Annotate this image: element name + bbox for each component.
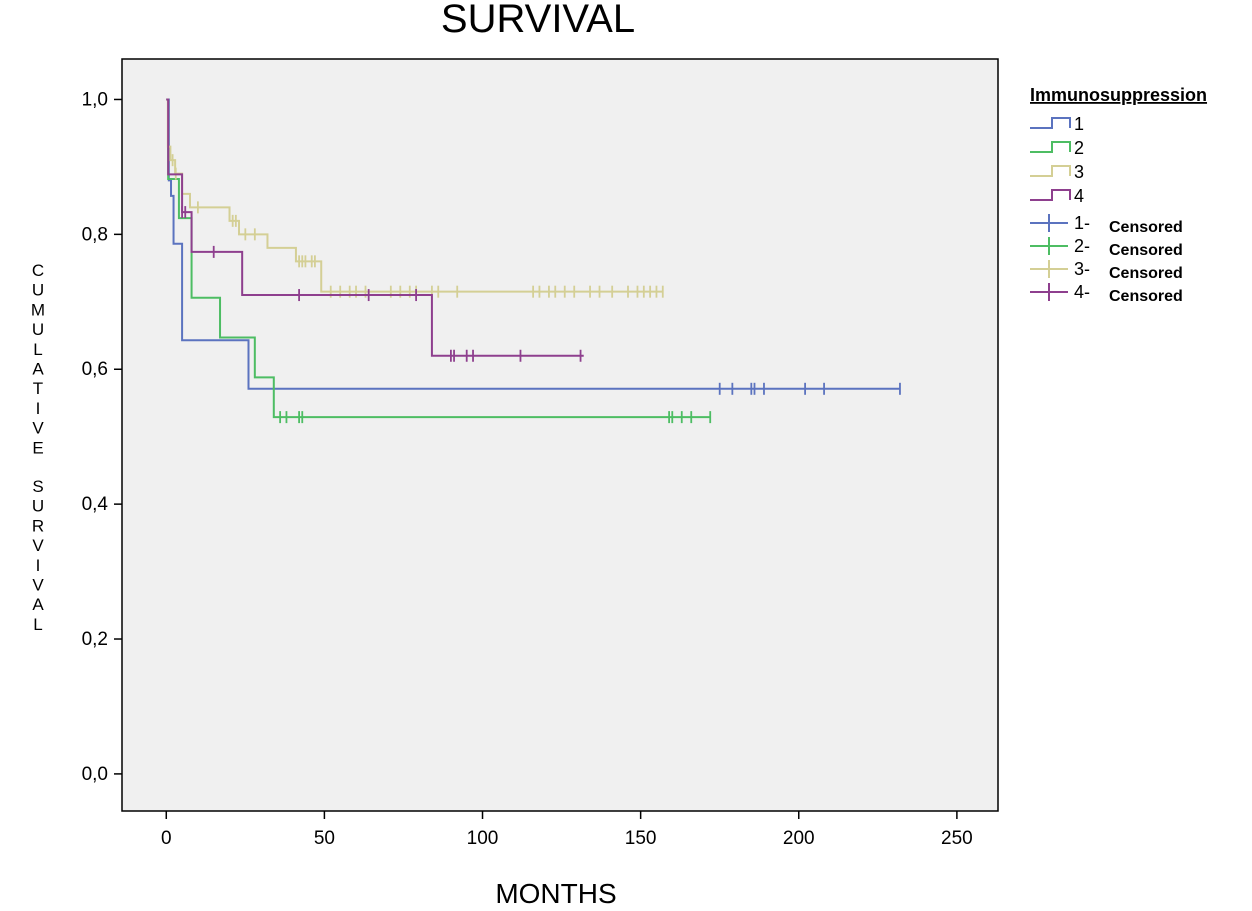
x-axis-label: MONTHS <box>495 878 616 909</box>
legend-line-2 <box>1030 141 1071 153</box>
y-tick-label: 0,8 <box>82 224 108 245</box>
legend-line-3 <box>1030 165 1071 177</box>
y-tick-label: 0,4 <box>82 494 109 515</box>
x-tick-label: 200 <box>783 828 815 849</box>
series-4 <box>166 98 584 362</box>
series-2 <box>166 98 712 424</box>
legend-censor-id-4: 4- <box>1074 282 1090 302</box>
survival-curve-4 <box>166 98 584 357</box>
survival-curve-2 <box>166 98 711 419</box>
legend-censored-label-3: Censored <box>1109 265 1183 282</box>
series-layer <box>166 98 901 424</box>
legend-label-4: 4 <box>1074 186 1084 206</box>
legend-censor-id-2: 2- <box>1074 236 1090 256</box>
legend-label-1: 1 <box>1074 114 1084 134</box>
chart-title: SURVIVAL <box>441 0 635 41</box>
survival-curve-3 <box>166 98 663 293</box>
x-tick-label: 0 <box>161 828 172 849</box>
y-axis: 0,0 0,2 0,4 0,6 0,8 1,0 <box>82 89 122 785</box>
legend-censored-label-1: Censored <box>1109 219 1183 236</box>
y-tick-label: 1,0 <box>82 89 108 110</box>
legend-line-1 <box>1030 117 1071 129</box>
legend-censor-id-3: 3- <box>1074 259 1090 279</box>
plot-area <box>121 58 999 812</box>
legend-censored-label-4: Censored <box>1109 288 1183 305</box>
legend-title: Immunosuppression <box>1030 85 1207 105</box>
x-tick-label: 250 <box>941 828 973 849</box>
y-tick-label: 0,2 <box>82 629 108 650</box>
legend-label-2: 2 <box>1074 138 1084 158</box>
legend: Immunosuppression 1 2 3 4 1- Censored 2- Censor… <box>1030 85 1207 305</box>
y-tick-label: 0,6 <box>82 359 108 380</box>
legend-censor-id-1: 1- <box>1074 213 1090 233</box>
x-tick-label: 150 <box>625 828 657 849</box>
x-axis: 0 50 100 150 200 250 <box>161 811 973 849</box>
y-tick-label: 0,0 <box>82 764 108 785</box>
legend-line-4 <box>1030 189 1071 201</box>
x-tick-label: 100 <box>467 828 499 849</box>
x-tick-label: 50 <box>314 828 335 849</box>
legend-label-3: 3 <box>1074 162 1084 182</box>
legend-censored-label-2: Censored <box>1109 242 1183 259</box>
